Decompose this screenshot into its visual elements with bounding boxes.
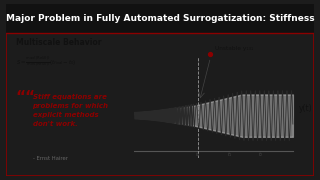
Text: Major Problem in Fully Automated Surrogatization: Stiffness: Major Problem in Fully Automated Surroga… [6,14,314,23]
Bar [6,4,314,33]
Text: - Ernst Hairer: - Ernst Hairer [33,156,68,161]
Text: Multiscale Behavior: Multiscale Behavior [16,38,101,47]
Text: $t_2$: $t_2$ [258,150,264,159]
Text: $t_1$: $t_1$ [227,150,232,159]
Text: y(t): y(t) [299,104,313,113]
Text: Unstable y₁₃₁: Unstable y₁₃₁ [215,46,253,51]
Text: $S = \frac{\max(|\mathrm{Re}(\lambda)|)}{\min(|\mathrm{Re}(\lambda)|)}(t_{final}: $S = \frac{\max(|\mathrm{Re}(\lambda)|)}… [16,55,76,68]
Text: $t_0$: $t_0$ [195,150,201,159]
Text: ““: ““ [16,90,36,105]
Text: Stiff equations are
problems for which
explicit methods
don't work.: Stiff equations are problems for which e… [33,93,108,127]
